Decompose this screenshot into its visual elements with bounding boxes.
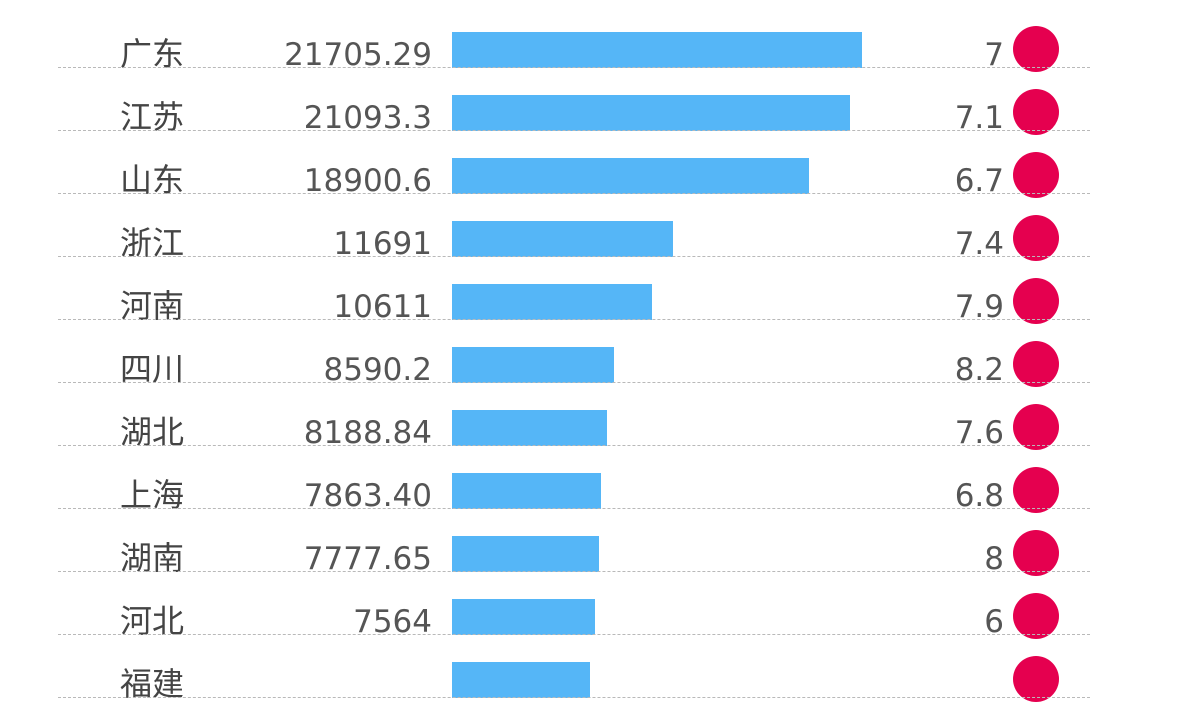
gdp-value-label: 11691: [333, 226, 432, 262]
region-label: 四川: [120, 350, 185, 388]
gdp-value-label: 8188.84: [303, 415, 432, 451]
row-divider: [58, 193, 1090, 194]
gdp-value-label: 7863.40: [303, 478, 432, 514]
gdp-bar: [452, 158, 809, 194]
growth-rate-label: 8.2: [954, 352, 1004, 388]
growth-rate-label: 7.1: [954, 100, 1004, 136]
chart-row: 河南 10611 7.9: [0, 278, 1198, 343]
region-label: 福建: [120, 665, 185, 703]
chart-row: 江苏 21093.3 7.1: [0, 89, 1198, 154]
growth-rate-dot: [1013, 341, 1059, 387]
growth-rate-label: 6: [984, 604, 1004, 640]
row-divider: [58, 634, 1090, 635]
growth-rate-label: 7.4: [954, 226, 1004, 262]
chart-row: 山东 18900.6 6.7: [0, 152, 1198, 217]
region-label: 广东: [120, 35, 185, 73]
gdp-bar: [452, 284, 652, 320]
growth-rate-dot: [1013, 593, 1059, 639]
growth-rate-dot: [1013, 404, 1059, 450]
row-divider: [58, 571, 1090, 572]
row-divider: [58, 697, 1090, 698]
growth-rate-dot: [1013, 215, 1059, 261]
row-divider: [58, 508, 1090, 509]
growth-rate-label: 8: [984, 541, 1004, 577]
growth-rate-dot: [1013, 89, 1059, 135]
chart-row: 湖北 8188.84 7.6: [0, 404, 1198, 469]
gdp-bar: [452, 599, 595, 635]
gdp-bar: [452, 410, 607, 446]
region-label: 江苏: [120, 98, 185, 136]
growth-rate-label: 6.7: [954, 163, 1004, 199]
growth-rate-dot: [1013, 530, 1059, 576]
gdp-bar: [452, 347, 614, 383]
growth-rate-dot: [1013, 467, 1059, 513]
growth-rate-dot: [1013, 278, 1059, 324]
gdp-bar: [452, 662, 590, 698]
growth-rate-dot: [1013, 26, 1059, 72]
gdp-value-label: 10611: [333, 289, 432, 325]
row-divider: [58, 445, 1090, 446]
region-label: 河南: [120, 287, 185, 325]
gdp-bar: [452, 473, 601, 509]
growth-rate-dot: [1013, 152, 1059, 198]
gdp-value-label: 21705.29: [284, 37, 432, 73]
chart-row: 广东 21705.29 7: [0, 26, 1198, 91]
gdp-value-label: 8590.2: [323, 352, 432, 388]
chart-row: 浙江 11691 7.4: [0, 215, 1198, 280]
region-label: 浙江: [120, 224, 185, 262]
region-label: 山东: [120, 161, 185, 199]
chart-row: 河北 7564 6: [0, 593, 1198, 658]
growth-rate-dot: [1013, 656, 1059, 702]
row-divider: [58, 319, 1090, 320]
region-label: 湖北: [120, 413, 185, 451]
gdp-value-label: 21093.3: [303, 100, 432, 136]
growth-rate-label: 7: [984, 37, 1004, 73]
row-divider: [58, 256, 1090, 257]
chart-row: 上海 7863.40 6.8: [0, 467, 1198, 532]
row-divider: [58, 130, 1090, 131]
gdp-value-label: 7564: [353, 604, 432, 640]
gdp-value-label: 7777.65: [303, 541, 432, 577]
gdp-bar: [452, 95, 850, 131]
gdp-bar: [452, 32, 862, 68]
growth-rate-label: 7.6: [954, 415, 1004, 451]
region-label: 河北: [120, 602, 185, 640]
chart-row: 福建: [0, 656, 1198, 721]
chart-row: 湖南 7777.65 8: [0, 530, 1198, 595]
gdp-bar-chart: 广东 21705.29 7 江苏 21093.3 7.1 山东 18900.6 6.7 浙江 116…: [0, 26, 1198, 703]
region-label: 上海: [120, 476, 185, 514]
row-divider: [58, 382, 1090, 383]
region-label: 湖南: [120, 539, 185, 577]
gdp-value-label: 18900.6: [303, 163, 432, 199]
gdp-bar: [452, 536, 599, 572]
growth-rate-label: 7.9: [954, 289, 1004, 325]
growth-rate-label: 6.8: [954, 478, 1004, 514]
gdp-bar: [452, 221, 673, 257]
row-divider: [58, 67, 1090, 68]
chart-row: 四川 8590.2 8.2: [0, 341, 1198, 406]
